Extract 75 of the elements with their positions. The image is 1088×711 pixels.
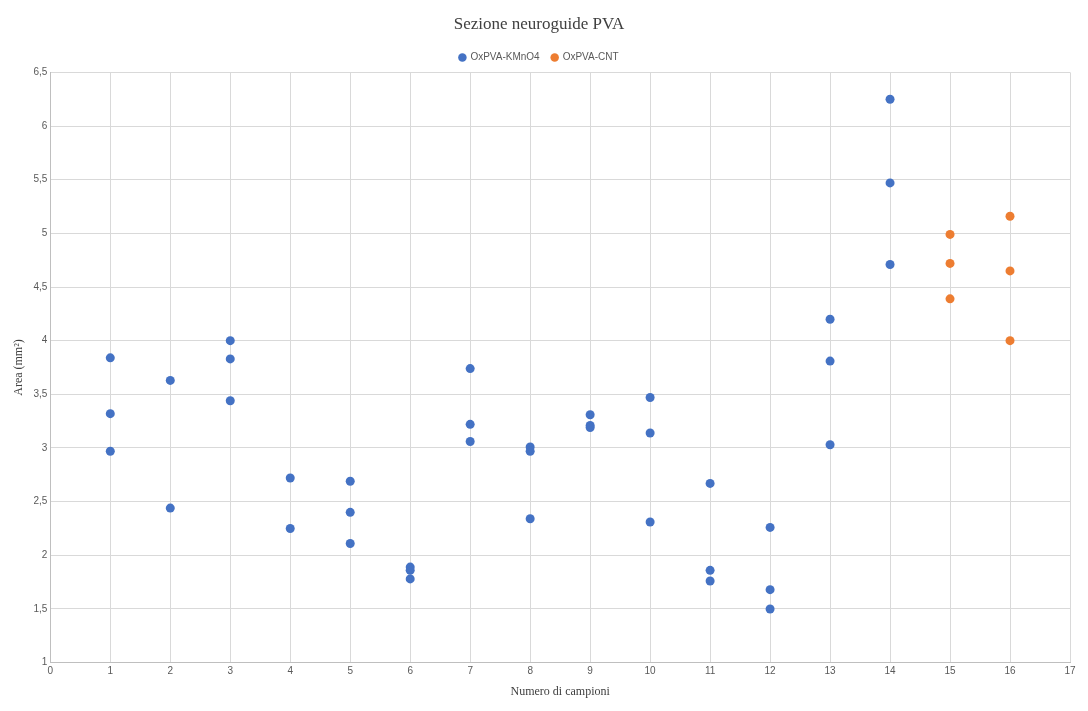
point	[705, 576, 715, 586]
point	[525, 514, 535, 524]
point	[945, 294, 955, 304]
y-tick-label: 6	[41, 119, 48, 131]
point	[105, 446, 115, 456]
point	[645, 393, 655, 403]
point	[165, 375, 175, 385]
y-tick-label: 3,5	[33, 388, 48, 400]
x-tick-label: 14	[884, 665, 897, 677]
y-tick-label: 1,5	[33, 602, 48, 614]
point	[1005, 211, 1015, 221]
point	[225, 396, 235, 406]
x-tick-label: 13	[824, 665, 837, 677]
x-tick-label: 12	[764, 665, 777, 677]
point	[885, 178, 895, 188]
point	[465, 419, 475, 429]
legend-label: OxPVA-KMnO4	[470, 51, 541, 63]
x-tick-label: 3	[227, 665, 234, 677]
point	[765, 604, 775, 614]
point	[645, 517, 655, 527]
y-tick-label: 5	[41, 227, 48, 239]
x-tick-label: 1	[107, 665, 114, 677]
point	[465, 437, 475, 447]
point	[1005, 266, 1015, 276]
point	[825, 314, 835, 324]
y-tick-label: 4,5	[33, 280, 48, 292]
x-tick-label: 4	[287, 665, 294, 677]
point	[345, 476, 355, 486]
point	[765, 522, 775, 532]
point	[705, 478, 715, 488]
point	[285, 523, 295, 533]
point	[945, 229, 955, 239]
x-tick-label: 5	[347, 665, 354, 677]
x-tick-label: 15	[944, 665, 957, 677]
point	[105, 409, 115, 419]
point	[465, 364, 475, 374]
point	[885, 94, 895, 104]
y-tick-label: 2	[41, 549, 48, 561]
point	[345, 538, 355, 548]
point	[945, 258, 955, 268]
point	[225, 336, 235, 346]
x-tick-label: 8	[527, 665, 534, 677]
x-axis-title: Numero di campioni	[510, 683, 611, 698]
x-tick-label: 6	[407, 665, 414, 677]
y-tick-label: 3	[41, 441, 48, 453]
point	[285, 473, 295, 483]
y-tick-label: 1	[41, 656, 48, 668]
point	[825, 440, 835, 450]
legend-label: OxPVA-CNT	[562, 51, 619, 63]
x-tick-label: 17	[1064, 665, 1076, 677]
x-tick-label: 0	[47, 665, 54, 677]
x-tick-label: 10	[644, 665, 657, 677]
point	[585, 410, 595, 420]
point	[885, 259, 895, 269]
x-tick-label: 11	[704, 665, 716, 677]
point	[165, 503, 175, 513]
point	[105, 353, 115, 363]
point	[1005, 336, 1015, 346]
x-tick-label: 9	[587, 665, 594, 677]
x-tick-label: 16	[1004, 665, 1017, 677]
point	[225, 354, 235, 364]
chart-title: Sezione neuroguide PVA	[453, 13, 626, 33]
point	[765, 585, 775, 595]
y-tick-label: 5,5	[33, 173, 48, 185]
point	[825, 356, 835, 366]
x-tick-label: 7	[467, 665, 474, 677]
point	[345, 507, 355, 517]
point	[405, 574, 415, 584]
y-tick-label: 6,5	[33, 66, 48, 78]
x-tick-label: 2	[167, 665, 174, 677]
point	[645, 428, 655, 438]
y-tick-label: 2,5	[33, 495, 48, 507]
y-axis-title: Area (mm²)	[11, 339, 26, 396]
point	[705, 565, 715, 575]
y-tick-label: 4	[41, 334, 48, 346]
